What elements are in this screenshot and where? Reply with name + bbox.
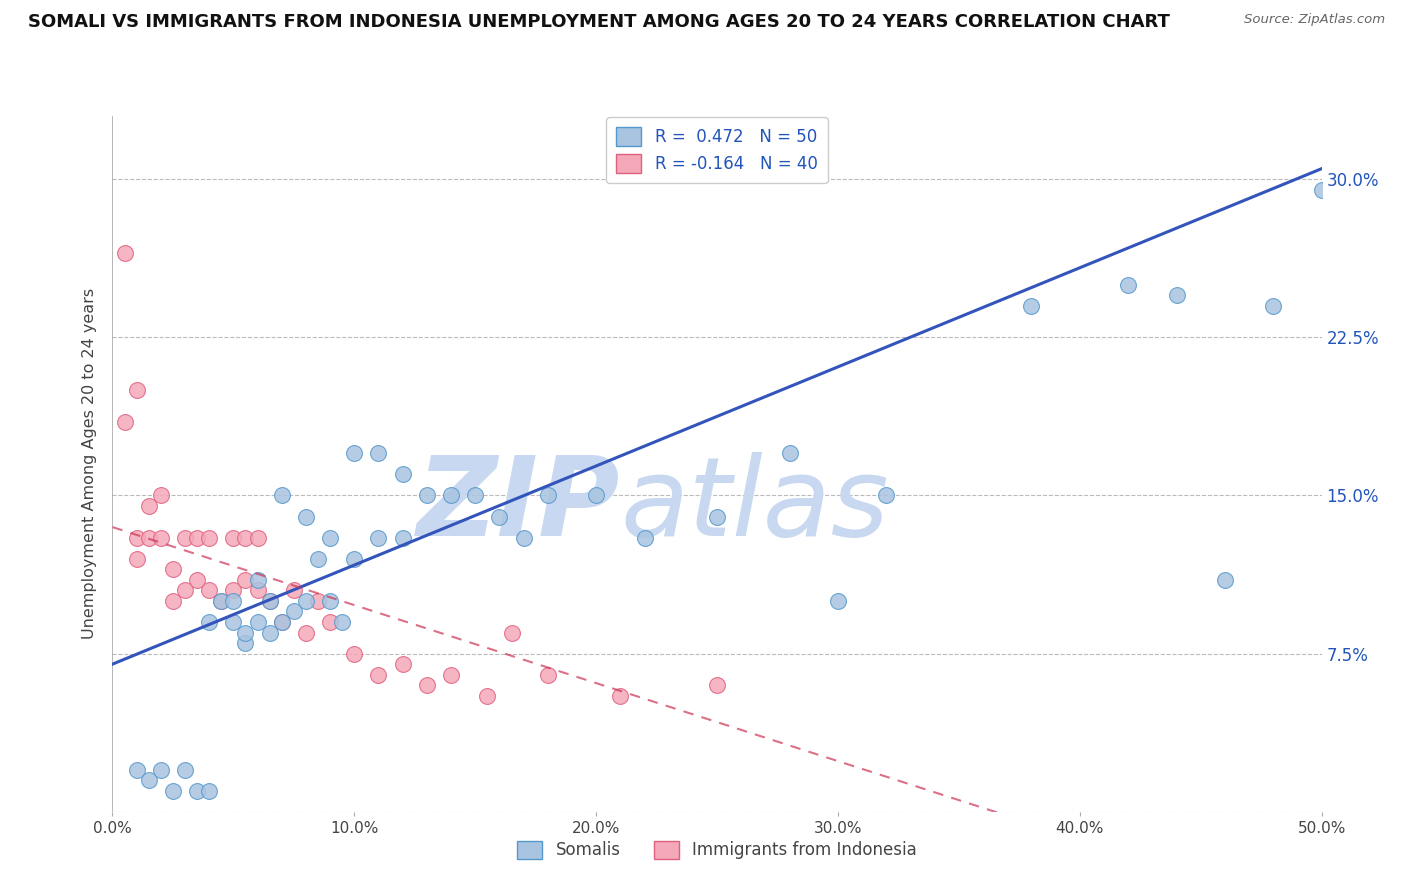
Point bbox=[138, 773, 160, 788]
Point bbox=[162, 562, 184, 576]
Point bbox=[464, 488, 486, 502]
Point bbox=[114, 246, 136, 260]
Point bbox=[1263, 299, 1285, 313]
Point bbox=[149, 488, 172, 502]
Y-axis label: Unemployment Among Ages 20 to 24 years: Unemployment Among Ages 20 to 24 years bbox=[82, 288, 97, 640]
Point bbox=[235, 636, 257, 650]
Point bbox=[706, 509, 728, 524]
Point bbox=[259, 594, 281, 608]
Point bbox=[235, 531, 257, 545]
Point bbox=[319, 531, 342, 545]
Point bbox=[416, 488, 439, 502]
Point bbox=[319, 594, 342, 608]
Point bbox=[633, 531, 655, 545]
Point bbox=[283, 583, 305, 598]
Point bbox=[391, 657, 413, 672]
Text: ZIP: ZIP bbox=[416, 452, 620, 559]
Point bbox=[246, 573, 269, 587]
Legend: Somalis, Immigrants from Indonesia: Somalis, Immigrants from Indonesia bbox=[510, 834, 924, 866]
Point bbox=[585, 488, 607, 502]
Point bbox=[259, 594, 281, 608]
Point bbox=[501, 625, 523, 640]
Point bbox=[162, 594, 184, 608]
Point bbox=[295, 625, 318, 640]
Point bbox=[1116, 277, 1139, 292]
Point bbox=[295, 509, 318, 524]
Point bbox=[283, 604, 305, 618]
Point bbox=[209, 594, 232, 608]
Point bbox=[222, 594, 245, 608]
Point bbox=[827, 594, 849, 608]
Point bbox=[138, 499, 160, 513]
Point bbox=[270, 615, 292, 629]
Point bbox=[477, 689, 499, 703]
Point bbox=[270, 488, 292, 502]
Point bbox=[343, 647, 366, 661]
Point bbox=[609, 689, 631, 703]
Point bbox=[138, 531, 160, 545]
Point bbox=[1213, 573, 1236, 587]
Point bbox=[198, 615, 221, 629]
Point bbox=[367, 667, 389, 681]
Point bbox=[416, 678, 439, 692]
Point bbox=[259, 625, 281, 640]
Point bbox=[246, 583, 269, 598]
Point bbox=[235, 625, 257, 640]
Point bbox=[488, 509, 510, 524]
Point bbox=[246, 531, 269, 545]
Point bbox=[440, 488, 463, 502]
Point bbox=[222, 531, 245, 545]
Point bbox=[343, 551, 366, 566]
Point bbox=[222, 583, 245, 598]
Text: atlas: atlas bbox=[620, 452, 889, 559]
Point bbox=[125, 383, 148, 397]
Point bbox=[198, 783, 221, 797]
Point bbox=[174, 763, 197, 777]
Text: SOMALI VS IMMIGRANTS FROM INDONESIA UNEMPLOYMENT AMONG AGES 20 TO 24 YEARS CORRE: SOMALI VS IMMIGRANTS FROM INDONESIA UNEM… bbox=[28, 13, 1170, 31]
Point bbox=[174, 583, 197, 598]
Point bbox=[125, 531, 148, 545]
Point bbox=[235, 573, 257, 587]
Point bbox=[537, 488, 560, 502]
Point bbox=[391, 467, 413, 482]
Point bbox=[307, 594, 329, 608]
Point bbox=[367, 531, 389, 545]
Point bbox=[537, 667, 560, 681]
Point bbox=[1166, 288, 1188, 302]
Point bbox=[1310, 183, 1333, 197]
Point bbox=[198, 583, 221, 598]
Point bbox=[270, 615, 292, 629]
Point bbox=[246, 615, 269, 629]
Point bbox=[198, 531, 221, 545]
Point bbox=[186, 531, 208, 545]
Point bbox=[125, 551, 148, 566]
Point bbox=[706, 678, 728, 692]
Point bbox=[186, 783, 208, 797]
Point bbox=[367, 446, 389, 460]
Point bbox=[440, 667, 463, 681]
Point bbox=[209, 594, 232, 608]
Point bbox=[391, 531, 413, 545]
Point bbox=[307, 551, 329, 566]
Point bbox=[125, 763, 148, 777]
Point bbox=[1021, 299, 1043, 313]
Point bbox=[512, 531, 534, 545]
Point bbox=[186, 573, 208, 587]
Point bbox=[330, 615, 353, 629]
Point bbox=[174, 531, 197, 545]
Point bbox=[162, 783, 184, 797]
Point bbox=[149, 531, 172, 545]
Point bbox=[149, 763, 172, 777]
Point bbox=[295, 594, 318, 608]
Point bbox=[319, 615, 342, 629]
Point bbox=[875, 488, 897, 502]
Point bbox=[779, 446, 801, 460]
Point bbox=[222, 615, 245, 629]
Point bbox=[343, 446, 366, 460]
Text: Source: ZipAtlas.com: Source: ZipAtlas.com bbox=[1244, 13, 1385, 27]
Point bbox=[114, 415, 136, 429]
